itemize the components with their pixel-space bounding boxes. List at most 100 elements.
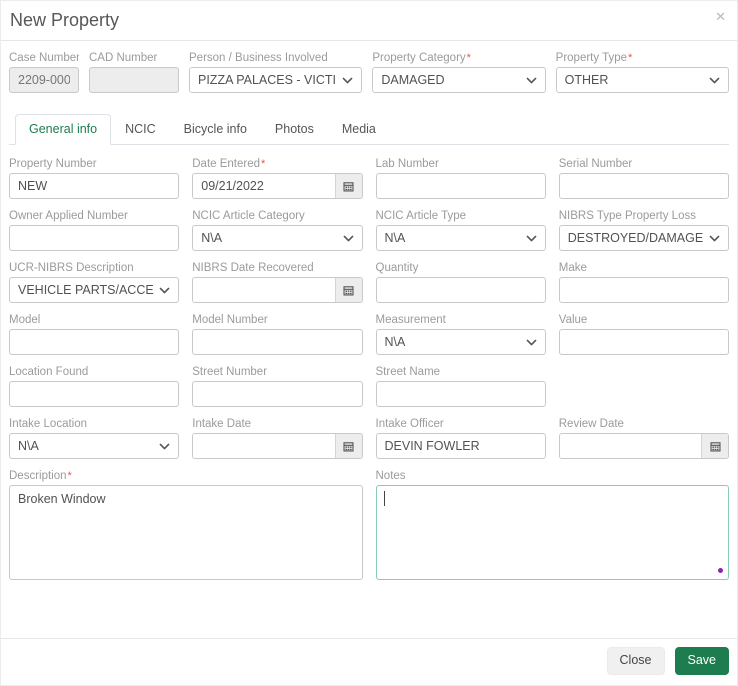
calendar-button[interactable] (334, 278, 362, 302)
intake-location-select[interactable]: N\A (9, 433, 180, 459)
lab-number-input[interactable] (375, 173, 546, 199)
field-review-date: Review Date (558, 418, 729, 459)
measurement-label: Measurement (375, 314, 446, 326)
field-intake-officer: Intake Officer (375, 418, 546, 459)
person-involved-select[interactable]: PIZZA PALACES - VICTIM (189, 67, 363, 93)
page-title: New Property (10, 10, 120, 30)
tab-media[interactable]: Media (341, 122, 376, 136)
chevron-down-icon (526, 77, 537, 83)
dialog-footer: Close Save (1, 638, 737, 685)
make-input[interactable] (558, 277, 729, 303)
field-ncic-article-type: NCIC Article Type N\A (375, 210, 546, 251)
field-model: Model (9, 314, 180, 355)
field-owner-applied-number: Owner Applied Number (9, 210, 180, 251)
notes-textarea-wrap (375, 485, 729, 580)
save-button[interactable]: Save (674, 647, 729, 675)
tab-general-info[interactable]: General info (15, 114, 112, 145)
ucr-nibrs-description-label: UCR-NIBRS Description (9, 262, 134, 274)
intake-date-label: Intake Date (192, 418, 252, 430)
calendar-icon (709, 441, 721, 452)
tab-photos[interactable]: Photos (274, 122, 314, 136)
field-description: Description Broken Window (9, 470, 363, 580)
tab-bicycle-info[interactable]: Bicycle info (183, 122, 247, 136)
nibrs-date-recovered-picker (192, 277, 363, 303)
model-number-input[interactable] (192, 329, 363, 355)
field-nibrs-type-property-loss: NIBRS Type Property Loss DESTROYED/DAMAG… (558, 210, 729, 251)
property-number-input[interactable] (9, 173, 180, 199)
tab-bar: General info NCIC Bicycle info Photos Me… (9, 114, 729, 145)
notes-label: Notes (375, 470, 406, 482)
intake-officer-input[interactable] (375, 433, 546, 459)
nibrs-type-property-loss-select[interactable]: DESTROYED/DAMAGED/VANDALIZED (558, 225, 729, 251)
select-value: N\A (18, 439, 39, 453)
date-entered-picker (192, 173, 363, 199)
field-lab-number: Lab Number (375, 158, 546, 199)
nibrs-date-recovered-input[interactable] (193, 278, 335, 302)
field-measurement: Measurement N\A (375, 314, 546, 355)
tab-ncic[interactable]: NCIC (125, 122, 156, 136)
field-street-number: Street Number (192, 366, 363, 407)
field-intake-location: Intake Location N\A (9, 418, 180, 459)
street-number-input[interactable] (192, 381, 363, 407)
date-entered-input[interactable] (193, 174, 335, 198)
ncic-article-type-select[interactable]: N\A (375, 225, 546, 251)
intake-officer-label: Intake Officer (375, 418, 444, 430)
review-date-label: Review Date (558, 418, 624, 430)
calendar-button[interactable] (701, 434, 728, 458)
calendar-icon (343, 285, 354, 296)
intake-location-label: Intake Location (9, 418, 88, 430)
description-label: Description (9, 470, 363, 482)
serial-number-input[interactable] (558, 173, 729, 199)
cad-number-input (89, 67, 179, 93)
calendar-icon (343, 181, 354, 192)
chevron-down-icon (343, 235, 353, 241)
review-date-input[interactable] (559, 434, 701, 458)
select-value: N\A (384, 335, 406, 349)
property-type-label: Property Type (556, 52, 729, 64)
select-value: N\A (384, 231, 406, 245)
close-button[interactable]: Close (606, 647, 665, 675)
field-date-entered: Date Entered (192, 158, 363, 199)
street-name-label: Street Name (375, 366, 441, 378)
chevron-down-icon (709, 235, 720, 241)
property-category-select[interactable]: DAMAGED (372, 67, 546, 93)
notes-textarea[interactable] (375, 485, 729, 580)
owner-applied-number-input[interactable] (9, 225, 180, 251)
ncic-article-category-label: NCIC Article Category (192, 210, 305, 222)
empty-cell (559, 366, 729, 407)
quantity-input[interactable] (375, 277, 546, 303)
field-model-number: Model Number (192, 314, 363, 355)
value-input[interactable] (558, 329, 729, 355)
calendar-button[interactable] (334, 174, 362, 198)
quantity-label: Quantity (375, 262, 419, 274)
ncic-article-category-select[interactable]: N\A (192, 225, 363, 251)
property-type-select[interactable]: OTHER (555, 67, 729, 93)
ucr-nibrs-description-select[interactable]: VEHICLE PARTS/ACCESSORIES (9, 277, 180, 303)
calendar-icon (343, 441, 354, 452)
chevron-down-icon (709, 77, 720, 83)
nibrs-type-property-loss-label: NIBRS Type Property Loss (558, 210, 696, 222)
intake-date-picker (192, 433, 363, 459)
select-value: DESTROYED/DAMAGED/VANDALIZED (567, 231, 704, 245)
close-icon[interactable]: ✕ (715, 9, 726, 24)
select-value: PIZZA PALACES - VICTIM (198, 73, 338, 87)
field-cad-number: CAD Number (89, 52, 179, 93)
location-found-input[interactable] (9, 381, 180, 407)
model-input[interactable] (9, 329, 180, 355)
field-property-category: Property Category DAMAGED (372, 52, 546, 93)
select-value: VEHICLE PARTS/ACCESSORIES (18, 283, 154, 297)
description-textarea[interactable]: Broken Window (9, 485, 363, 580)
calendar-button[interactable] (334, 434, 362, 458)
owner-applied-number-label: Owner Applied Number (9, 210, 128, 222)
property-category-label: Property Category (372, 52, 545, 64)
make-label: Make (558, 262, 587, 274)
select-value: N\A (201, 231, 223, 245)
field-case-number: Case Number (9, 52, 79, 93)
street-name-input[interactable] (375, 381, 546, 407)
field-person-involved: Person / Business Involved PIZZA PALACES… (189, 52, 363, 93)
measurement-select[interactable]: N\A (375, 329, 546, 355)
intake-date-input[interactable] (193, 434, 335, 458)
field-intake-date: Intake Date (192, 418, 363, 459)
location-found-label: Location Found (9, 366, 89, 378)
